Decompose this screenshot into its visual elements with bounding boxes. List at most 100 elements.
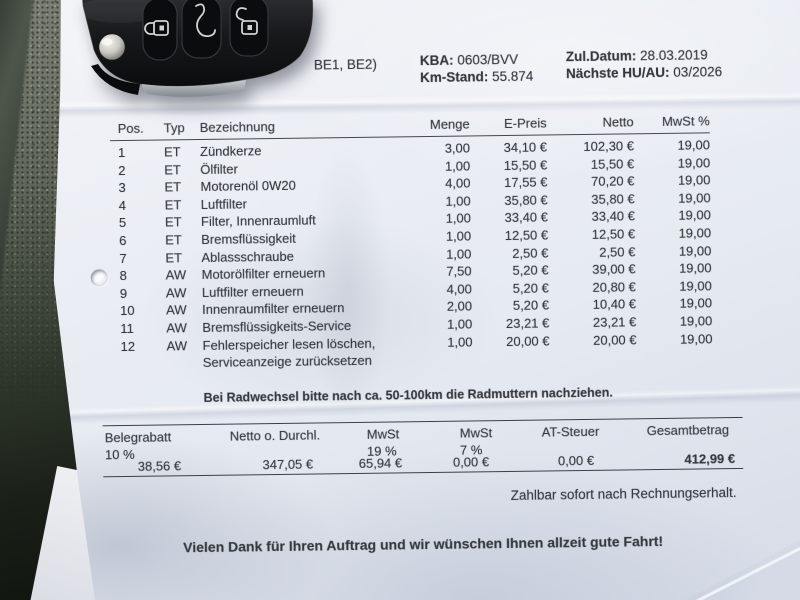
cell: 11 <box>120 320 134 336</box>
cell: 10 <box>120 303 135 319</box>
cell: ET <box>165 249 183 266</box>
cell: 19,00 <box>677 137 711 153</box>
cell: 2 <box>118 162 126 178</box>
cell: 2,50 € <box>599 243 636 260</box>
body-sheen <box>78 0 162 23</box>
kba-label: KBA: <box>419 52 454 69</box>
cell: 3 <box>118 180 126 196</box>
cell: 19,00 <box>679 313 713 329</box>
col-mwst: MwSt % <box>661 113 710 129</box>
wheel-change-note: Bei Radwechsel bitte nach ca. 50-100km d… <box>203 385 613 405</box>
cell: 19,00 <box>677 172 711 188</box>
cell: 2,00 <box>446 298 473 315</box>
totals-value: 65,94 € <box>358 455 403 471</box>
lock-icon <box>144 20 169 36</box>
thanks-note: Vielen Dank für Ihren Auftrag und wir wü… <box>183 532 664 556</box>
cell: 4 <box>118 197 127 213</box>
totals-value: 38,56 € <box>137 458 182 474</box>
totals-label: Belegrabatt <box>104 429 172 446</box>
totals-label: Netto o. Durchl. <box>229 427 321 444</box>
items-rows: 1 ET Zündkerze 3,00 34,10 €102,30 €19,00 2 ET Ö… <box>110 136 713 373</box>
cell: 19,00 <box>678 242 712 259</box>
cell: ET <box>164 161 181 178</box>
cell: 19,00 <box>678 190 711 206</box>
cell: AW <box>165 284 187 301</box>
cell: 35,80 € <box>504 192 548 208</box>
cell: 1,00 <box>446 316 473 332</box>
cell: 7 <box>119 250 127 266</box>
cell: 17,55 € <box>503 174 548 191</box>
cell: ET <box>164 197 182 213</box>
cell: 3,00 <box>444 140 471 156</box>
cell: AW <box>165 267 187 283</box>
col-bezeichnung: Bezeichnung <box>199 119 275 135</box>
cell: 1,00 <box>445 210 472 227</box>
cell: 34,10 € <box>503 139 548 156</box>
cell: 1 <box>117 144 126 161</box>
payment-note: Zahlbar sofort nach Rechnungserhalt. <box>510 485 737 503</box>
cell: 23,21 € <box>592 314 637 330</box>
col-menge: Menge <box>429 116 470 132</box>
totals-value: 0,00 € <box>452 454 490 470</box>
cell: 12,50 € <box>591 226 636 242</box>
cell: 2,50 € <box>512 245 549 261</box>
col-epreis: E-Preis <box>503 115 547 132</box>
cell: 8 <box>119 268 127 284</box>
cell: 19,00 <box>678 207 711 224</box>
totals-table: Belegrabatt Netto o. Durchl. MwSt MwSt A… <box>103 417 744 477</box>
col-netto: Netto <box>602 114 634 130</box>
cell: 19,00 <box>679 278 712 294</box>
totals-value: 0,00 € <box>557 452 595 469</box>
cell: 7,50 <box>446 263 472 279</box>
hu-value: 03/2026 <box>673 63 723 80</box>
cell: 19,00 <box>679 330 713 347</box>
cell: 19,00 <box>677 154 711 171</box>
unlock-icon <box>235 7 258 35</box>
registration-block: Zul.Datum: 28.03.2019 Nächste HU/AU: 03/… <box>566 47 723 82</box>
car-trunk-icon <box>195 3 216 38</box>
cell: 23,21 € <box>505 315 550 331</box>
table-row: 12 AW Fehlerspeicher lesen löschen, Service… <box>112 330 712 374</box>
flip-button-highlight <box>101 38 113 46</box>
cell: ET <box>163 144 181 160</box>
kba-block: KBA: 0603/BVV Km-Stand: 55.874 <box>420 52 534 86</box>
key-buttons <box>142 0 269 61</box>
car-key-fob <box>78 0 314 97</box>
cell: 12,50 € <box>504 227 549 243</box>
zul-label: Zul.Datum: <box>565 48 637 65</box>
cell: 9 <box>119 285 128 301</box>
cell: 5,20 € <box>512 262 549 279</box>
cell: ET <box>164 179 182 195</box>
zul-value: 28.03.2019 <box>639 47 708 64</box>
cell: 20,00 € <box>593 331 637 348</box>
cell: 20,80 € <box>592 279 636 295</box>
cell: 19,00 <box>678 260 712 276</box>
totals-label: MwSt <box>366 426 400 442</box>
cell: Fehlerspeicher lesen löschen, Serviceanze… <box>202 334 414 373</box>
key-underside <box>91 64 140 95</box>
grand-total-value: 412,99 € <box>684 451 736 467</box>
vehicle-note: BE1, BE2) <box>313 56 378 73</box>
col-pos: Pos. <box>117 120 144 137</box>
cell: 1,00 <box>447 333 473 350</box>
totals-label: AT-Steuer <box>541 423 600 440</box>
cell: 12 <box>120 338 136 354</box>
cell: AW <box>166 337 188 353</box>
cell: 20,00 € <box>506 332 550 349</box>
cell: 39,00 € <box>592 261 636 278</box>
kba-value: 0603/BVV <box>457 51 519 68</box>
cell: 33,40 € <box>591 208 636 225</box>
cell: 4,00 <box>445 175 471 191</box>
km-value: 55.874 <box>491 68 534 84</box>
cell: 1,00 <box>444 158 471 174</box>
cell: 70,20 € <box>590 173 635 190</box>
cell: AW <box>166 320 187 336</box>
cell: 33,40 € <box>504 209 549 226</box>
cell: ET <box>165 232 182 248</box>
cell: 4,00 <box>446 281 472 297</box>
car-button <box>181 0 222 59</box>
cell: 1,00 <box>445 246 472 262</box>
cell: 15,50 € <box>503 157 548 173</box>
cell: AW <box>166 302 187 318</box>
